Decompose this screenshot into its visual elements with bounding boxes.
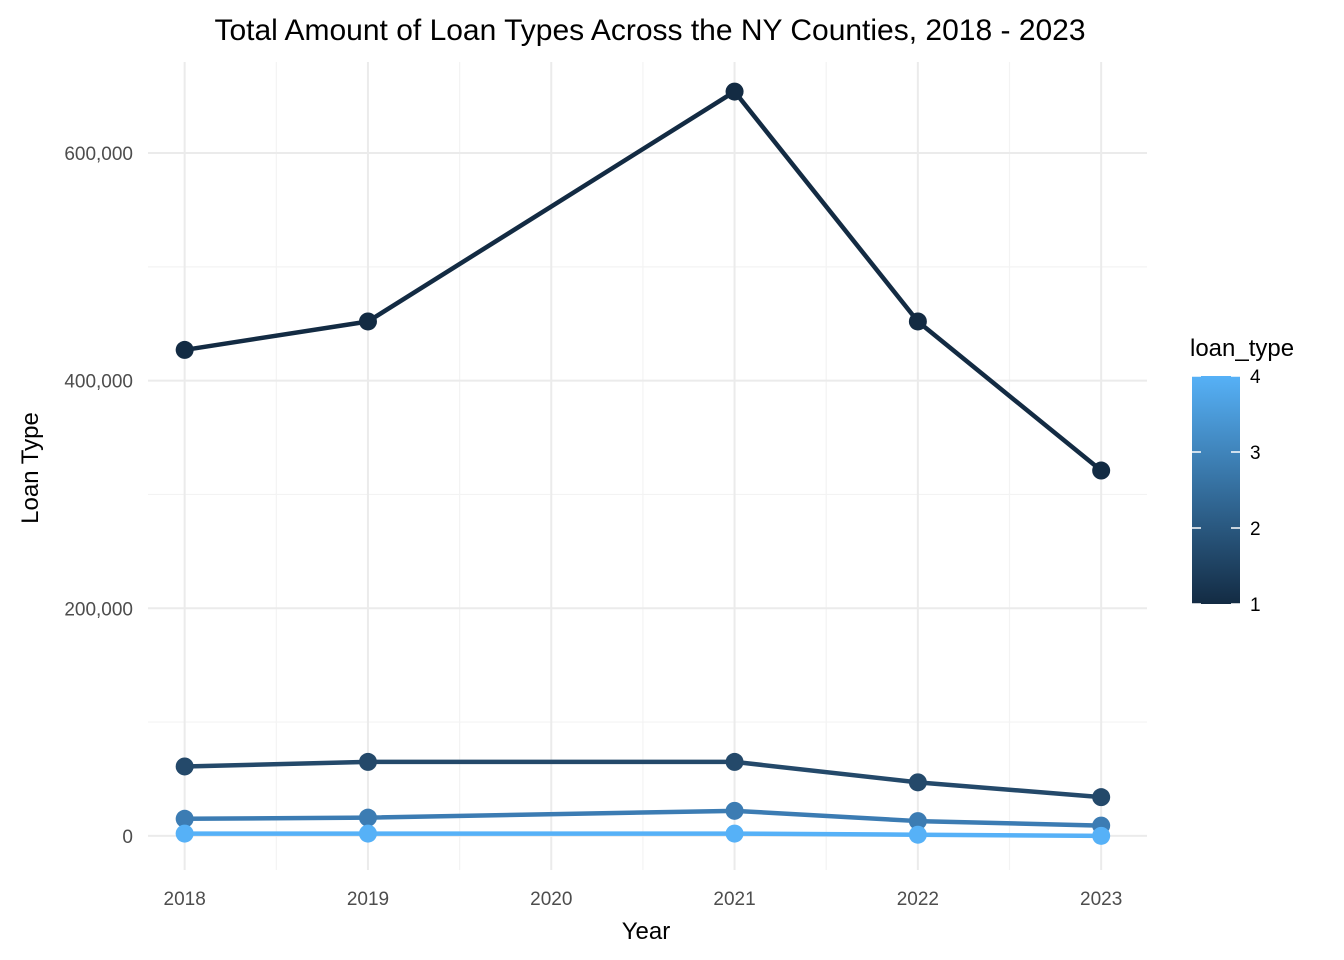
legend-tick-label: 3 — [1250, 443, 1261, 464]
data-point-loan-type-1 — [725, 82, 744, 101]
legend-tick-label: 2 — [1250, 519, 1261, 540]
data-point-loan-type-3 — [725, 801, 744, 820]
legend-title: loan_type — [1190, 335, 1294, 362]
x-tick-label: 2018 — [164, 889, 206, 910]
y-tick-label: 0 — [122, 827, 133, 848]
chart-title: Total Amount of Loan Types Across the NY… — [214, 14, 1085, 47]
data-point-loan-type-2 — [1092, 788, 1111, 807]
axis-layer: 0 200,000 400,000 600,000 2018 2019 2020 2021 20… — [64, 144, 1122, 910]
data-point-loan-type-1 — [908, 312, 927, 331]
y-tick-label: 600,000 — [64, 144, 133, 165]
series-layer — [175, 82, 1111, 845]
x-tick-label: 2021 — [713, 889, 755, 910]
legend-tick-label: 1 — [1250, 595, 1261, 616]
data-point-loan-type-2 — [358, 752, 377, 771]
series-line-loan-type-4 — [182, 831, 1104, 839]
x-tick-label: 2022 — [897, 889, 939, 910]
x-axis-title: Year — [622, 918, 671, 945]
data-point-loan-type-3 — [908, 812, 927, 831]
x-tick-label: 2023 — [1080, 889, 1122, 910]
grid-layer — [148, 62, 1147, 870]
x-tick-label: 2020 — [530, 889, 572, 910]
data-point-loan-type-1 — [1092, 461, 1111, 480]
data-point-loan-type-4 — [1092, 826, 1111, 845]
data-point-loan-type-1 — [358, 312, 377, 331]
data-point-loan-type-4 — [358, 824, 377, 843]
data-point-loan-type-4 — [175, 824, 194, 843]
data-point-loan-type-2 — [725, 752, 744, 771]
y-tick-label: 400,000 — [64, 372, 133, 393]
data-point-loan-type-3 — [175, 809, 194, 828]
data-point-loan-type-2 — [175, 757, 194, 776]
data-point-loan-type-4 — [908, 825, 927, 844]
data-point-loan-type-4 — [725, 824, 744, 843]
legend: loan_type 1 2 3 4 — [1190, 335, 1294, 616]
data-point-loan-type-3 — [358, 808, 377, 827]
y-axis-title: Loan Type — [17, 412, 44, 524]
legend-ticks: 1 2 3 4 — [1192, 367, 1261, 616]
legend-colorbar — [1192, 376, 1240, 604]
y-tick-label: 200,000 — [64, 599, 133, 620]
data-point-loan-type-1 — [175, 340, 194, 359]
data-point-loan-type-2 — [908, 773, 927, 792]
x-tick-label: 2019 — [347, 889, 389, 910]
legend-tick-label: 4 — [1250, 367, 1261, 388]
